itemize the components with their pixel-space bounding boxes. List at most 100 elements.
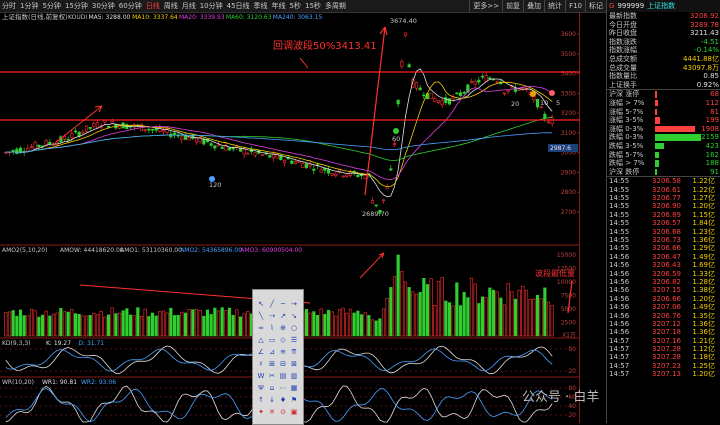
tick-time: 14:56	[609, 303, 630, 312]
drawing-tool-icon[interactable]: ♦	[279, 396, 287, 404]
drawing-tool-icon[interactable]: ☰	[290, 336, 298, 344]
tick-row: 14:55 3206.57 1.84亿	[607, 219, 720, 227]
drawing-tool-icon[interactable]: ⚑	[290, 396, 298, 404]
drawing-tool-icon[interactable]: ♯	[259, 360, 263, 368]
drawing-tool-icon[interactable]: ─	[280, 300, 286, 308]
drawing-tool-icon[interactable]: ↖	[258, 300, 264, 308]
drawing-tool-icon[interactable]: ↑	[258, 396, 264, 404]
drawing-tool-icon[interactable]: ⊞	[269, 360, 275, 368]
period-tab[interactable]: 10分钟	[199, 2, 223, 10]
toolbar-button[interactable]: 标记	[585, 0, 606, 12]
drawing-tool-icon[interactable]: ◇	[280, 336, 286, 344]
drawing-tool-icon[interactable]: ≋	[280, 348, 286, 356]
candle	[447, 98, 452, 105]
drawing-tool-icon[interactable]: ⊿	[269, 348, 275, 356]
period-tab[interactable]: 分时	[2, 2, 16, 10]
volume-bar	[535, 294, 540, 337]
drawing-tool-icon[interactable]: W	[257, 372, 265, 380]
drawing-tool-icon[interactable]: ⊙	[280, 408, 286, 416]
volume-bar	[77, 313, 81, 337]
drawing-tool-icon[interactable]: ═	[258, 324, 264, 332]
period-tab[interactable]: 季线	[253, 2, 268, 10]
drawing-tool-icon[interactable]: ⌇	[270, 324, 274, 332]
drawing-tool-icon[interactable]: ▤	[279, 372, 287, 380]
tick-row: 14:56 3207.06 1.49亿	[607, 303, 720, 311]
volume-bar	[40, 314, 45, 337]
drawing-tool-icon[interactable]: ▣	[290, 408, 298, 416]
tick-price: 3207.16	[652, 336, 681, 345]
drawing-tool-icon[interactable]: ⌂	[269, 384, 275, 392]
period-tab[interactable]: 15分钟	[64, 2, 88, 10]
candle	[73, 130, 78, 133]
volume-bar	[480, 296, 485, 337]
period-tab[interactable]: 日线	[145, 2, 160, 10]
volume-bar	[308, 312, 312, 337]
drawing-tool-icon[interactable]: ⊠	[291, 360, 297, 368]
toolbar-button[interactable]: F10	[565, 0, 585, 12]
drawing-tool-icon[interactable]: ╱	[269, 300, 275, 308]
tick-price: 3206.43	[652, 261, 681, 270]
drawing-tool-icon[interactable]: ▦	[290, 384, 298, 392]
tick-row: 14:57 3207.23 1.25亿	[607, 362, 720, 370]
drawing-tool-icon[interactable]: ✦	[258, 408, 264, 416]
period-tab[interactable]: 月线	[181, 2, 196, 10]
period-tab[interactable]: 60分钟	[118, 2, 142, 10]
period-tab[interactable]: 15秒	[305, 2, 321, 10]
toolbar-button[interactable]: 统计	[544, 0, 565, 12]
drawing-tool-icon[interactable]: ○	[290, 324, 298, 332]
volume-bar	[165, 312, 169, 337]
tick-time: 14:56	[609, 319, 630, 328]
period-tab[interactable]: 5分钟	[42, 2, 61, 10]
volume-bar	[400, 270, 404, 337]
tick-list[interactable]: 14:55 3206.58 1.22亿 14:55 3206.61 1.22亿 14:55 3…	[607, 176, 720, 378]
quote-value: 3206.92	[690, 12, 719, 20]
drawing-tool-icon[interactable]: ▭	[268, 336, 276, 344]
drawing-tool-icon[interactable]: ▥	[290, 372, 298, 380]
volume-bar	[4, 312, 8, 337]
period-tab[interactable]: 5秒	[289, 2, 302, 10]
drawing-tool-icon[interactable]: ⊕	[280, 324, 286, 332]
drawing-tool-icon[interactable]: ↗	[280, 312, 286, 320]
drawing-tool-icon[interactable]: ✂	[269, 372, 275, 380]
drawing-tool-icon[interactable]: ⇢	[269, 312, 275, 320]
volume-bar	[176, 314, 180, 337]
toolbar-button[interactable]: 更多>>	[469, 0, 502, 12]
breadth-label: 涨幅 0-3%	[609, 124, 644, 133]
quote-label: 上证换手	[609, 80, 637, 89]
drawing-tool-icon[interactable]: ∠	[257, 348, 265, 356]
period-tab[interactable]: 多周期	[324, 2, 346, 10]
period-tab[interactable]: 45日线	[226, 2, 250, 10]
candle	[18, 147, 23, 153]
volume-bar	[161, 310, 166, 337]
breadth-bar	[655, 142, 665, 150]
period-tab[interactable]: 1分钟	[20, 2, 39, 10]
tick-row: 14:55 3206.58 1.22亿	[607, 177, 720, 185]
drawing-tool-palette[interactable]: ↖ ╱ ─ → ╲ ⇢ ↗ ↘ ═ ⌇ ⊕ ○ △ ▭ ◇ ☰ ∠ ⊿ ≋ ⇈ ♯ ⊞ ⊟ ⊠ W ✂ ▤ ▥ Ψ ⌂ ⋯ ▦ ↑ ↓ ♦ ⚑ ✦ ✕ ⊙ ▣	[252, 289, 304, 425]
index-name[interactable]: 上证指数	[647, 2, 676, 10]
drawing-tool-icon[interactable]: ╲	[258, 312, 264, 320]
drawing-tool-icon[interactable]: Ψ	[258, 384, 264, 392]
toolbar-button[interactable]: 叠加	[523, 0, 544, 12]
quote-label: 指数量比	[609, 72, 637, 81]
period-tab[interactable]: 周线	[163, 2, 178, 10]
tick-time: 14:56	[609, 277, 630, 286]
candle	[268, 155, 272, 158]
period-tab[interactable]: 30分钟	[91, 2, 115, 10]
volume-bar	[150, 312, 155, 337]
candle	[106, 125, 111, 128]
period-tab[interactable]: 年线	[271, 2, 286, 10]
drawing-tool-icon[interactable]: ✕	[269, 408, 275, 416]
candle	[363, 175, 367, 180]
marker-60: 60	[392, 135, 400, 143]
volume-bar	[246, 311, 250, 337]
quote-label: 最新指数	[609, 12, 637, 20]
toolbar-button[interactable]: 前复	[502, 0, 523, 12]
drawing-tool-icon[interactable]: ⊟	[280, 360, 286, 368]
drawing-tool-icon[interactable]: △	[258, 336, 264, 344]
drawing-tool-icon[interactable]: ↓	[269, 396, 275, 404]
drawing-tool-icon[interactable]: ⋯	[279, 384, 287, 392]
drawing-tool-icon[interactable]: ⇈	[291, 348, 297, 356]
drawing-tool-icon[interactable]: →	[291, 300, 297, 308]
index-code[interactable]: 999999	[617, 2, 645, 10]
drawing-tool-icon[interactable]: ↘	[291, 312, 297, 320]
